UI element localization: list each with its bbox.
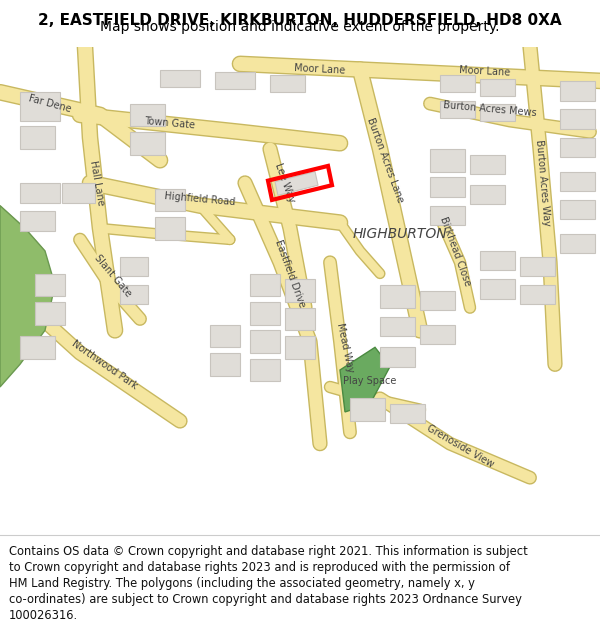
Polygon shape (155, 189, 185, 211)
Polygon shape (20, 183, 60, 203)
Text: Mead Way: Mead Way (335, 322, 355, 373)
Text: Slant Gate: Slant Gate (92, 253, 133, 299)
Polygon shape (380, 317, 415, 336)
Polygon shape (480, 251, 515, 270)
Polygon shape (390, 404, 425, 423)
Text: HIGHBURTON: HIGHBURTON (353, 227, 448, 241)
Polygon shape (430, 177, 465, 196)
Polygon shape (520, 257, 555, 276)
Polygon shape (20, 92, 60, 121)
Text: Contains OS data © Crown copyright and database right 2021. This information is : Contains OS data © Crown copyright and d… (9, 545, 528, 558)
Polygon shape (215, 72, 255, 89)
Text: 100026316.: 100026316. (9, 609, 78, 622)
Text: 2, EASTFIELD DRIVE, KIRKBURTON, HUDDERSFIELD, HD8 0XA: 2, EASTFIELD DRIVE, KIRKBURTON, HUDDERSF… (38, 13, 562, 28)
Polygon shape (430, 206, 465, 225)
Polygon shape (250, 359, 280, 381)
Polygon shape (20, 336, 55, 359)
Polygon shape (560, 172, 595, 191)
Polygon shape (210, 353, 240, 376)
Polygon shape (420, 291, 455, 310)
Polygon shape (480, 79, 515, 96)
Text: co-ordinates) are subject to Crown copyright and database rights 2023 Ordnance S: co-ordinates) are subject to Crown copyr… (9, 593, 522, 606)
Polygon shape (440, 75, 475, 92)
Polygon shape (470, 154, 505, 174)
Polygon shape (250, 330, 280, 353)
Polygon shape (560, 200, 595, 219)
Polygon shape (420, 324, 455, 344)
Text: Hall Lane: Hall Lane (88, 159, 106, 206)
Polygon shape (560, 234, 595, 253)
Polygon shape (380, 285, 415, 308)
Text: Highfield Road: Highfield Road (164, 191, 236, 207)
Polygon shape (520, 285, 555, 304)
Text: Moor Lane: Moor Lane (459, 66, 511, 78)
Text: Grenoside View: Grenoside View (425, 422, 495, 469)
Polygon shape (285, 279, 315, 302)
Polygon shape (160, 69, 200, 86)
Polygon shape (62, 183, 95, 203)
Polygon shape (350, 398, 385, 421)
Text: Burton Acres Way: Burton Acres Way (534, 139, 552, 227)
Polygon shape (0, 206, 45, 274)
Polygon shape (440, 101, 475, 118)
Polygon shape (35, 302, 65, 324)
Text: Burton Acres Mews: Burton Acres Mews (443, 100, 537, 118)
Text: Northwood Park: Northwood Park (70, 338, 140, 391)
Polygon shape (250, 274, 280, 296)
Polygon shape (155, 217, 185, 239)
Polygon shape (560, 138, 595, 157)
Polygon shape (0, 206, 55, 387)
Polygon shape (130, 104, 165, 126)
Text: Lee Way: Lee Way (273, 162, 297, 204)
Polygon shape (130, 132, 165, 154)
Text: Town Gate: Town Gate (144, 116, 196, 130)
Polygon shape (270, 75, 305, 92)
Text: to Crown copyright and database rights 2023 and is reproduced with the permissio: to Crown copyright and database rights 2… (9, 561, 510, 574)
Polygon shape (560, 109, 595, 129)
Polygon shape (250, 302, 280, 324)
Polygon shape (275, 172, 318, 196)
Text: Moor Lane: Moor Lane (294, 63, 346, 76)
Polygon shape (340, 348, 390, 412)
Text: HM Land Registry. The polygons (including the associated geometry, namely x, y: HM Land Registry. The polygons (includin… (9, 577, 475, 590)
Text: Burton Acres Lane: Burton Acres Lane (365, 116, 405, 204)
Polygon shape (560, 81, 595, 101)
Text: Birkhead Close: Birkhead Close (438, 215, 472, 287)
Polygon shape (20, 211, 55, 231)
Polygon shape (120, 257, 148, 276)
Polygon shape (285, 336, 315, 359)
Polygon shape (380, 348, 415, 367)
Polygon shape (480, 279, 515, 299)
Polygon shape (120, 285, 148, 304)
Polygon shape (210, 324, 240, 348)
Text: Map shows position and indicative extent of the property.: Map shows position and indicative extent… (100, 20, 500, 34)
Text: Far Dene: Far Dene (28, 93, 73, 114)
Polygon shape (35, 274, 65, 296)
Text: Eastfield Drive: Eastfield Drive (273, 238, 307, 309)
Polygon shape (285, 308, 315, 330)
Polygon shape (480, 104, 515, 121)
Polygon shape (430, 149, 465, 172)
Polygon shape (470, 185, 505, 204)
Text: Play Space: Play Space (343, 376, 397, 386)
Polygon shape (20, 126, 55, 149)
